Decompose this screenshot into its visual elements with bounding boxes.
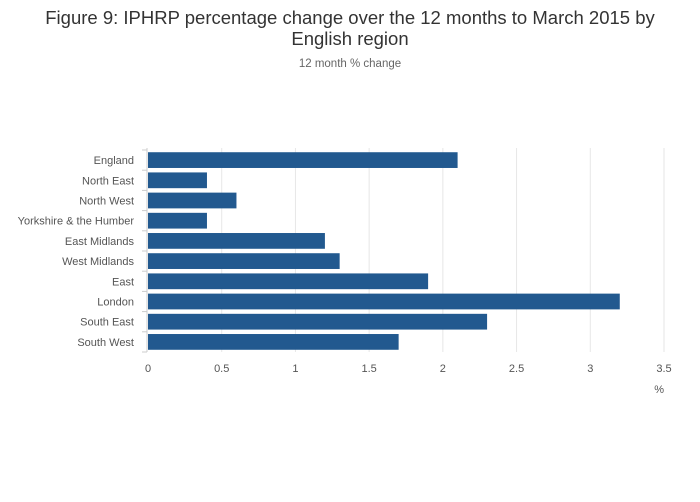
bar [148, 233, 325, 249]
bar [148, 313, 488, 330]
category-labels: England North East North West Yorkshire & t… [18, 155, 135, 349]
category-label: West Midlands [62, 256, 134, 268]
x-tick-label: 0 [145, 363, 151, 375]
category-label: South East [80, 317, 134, 329]
x-tick-label: 1 [292, 363, 298, 375]
category-label: Yorkshire & the Humber [18, 216, 135, 228]
bar [148, 253, 340, 269]
bar [148, 152, 458, 168]
axes [142, 148, 148, 353]
chart-title: Figure 9: IPHRP percentage change over t… [45, 7, 655, 49]
x-tick-label: 1.5 [361, 363, 376, 375]
x-tick-label: 2 [440, 363, 446, 375]
bar [148, 293, 620, 310]
chart-subtitle: 12 month % change [298, 58, 402, 70]
bars [148, 152, 620, 350]
category-label: England [94, 155, 134, 167]
bar [148, 334, 399, 350]
category-label: East [112, 276, 134, 288]
x-tick-label: 3.5 [656, 363, 671, 375]
x-tick-label: 0.5 [214, 363, 229, 375]
x-tick-label: 3 [587, 363, 593, 375]
bar [148, 273, 429, 290]
bar [148, 212, 207, 229]
x-tick-labels: 0 0.5 1 1.5 2 2.5 3 3.5 [145, 363, 672, 375]
category-label: London [97, 297, 134, 309]
category-label: South West [77, 337, 134, 349]
bar [148, 172, 207, 189]
category-label: North West [79, 196, 134, 208]
x-tick-label: 2.5 [509, 363, 524, 375]
x-axis-label: % [654, 384, 664, 396]
category-label: East Midlands [65, 236, 135, 248]
category-label: North East [82, 175, 134, 187]
bar [148, 192, 237, 209]
